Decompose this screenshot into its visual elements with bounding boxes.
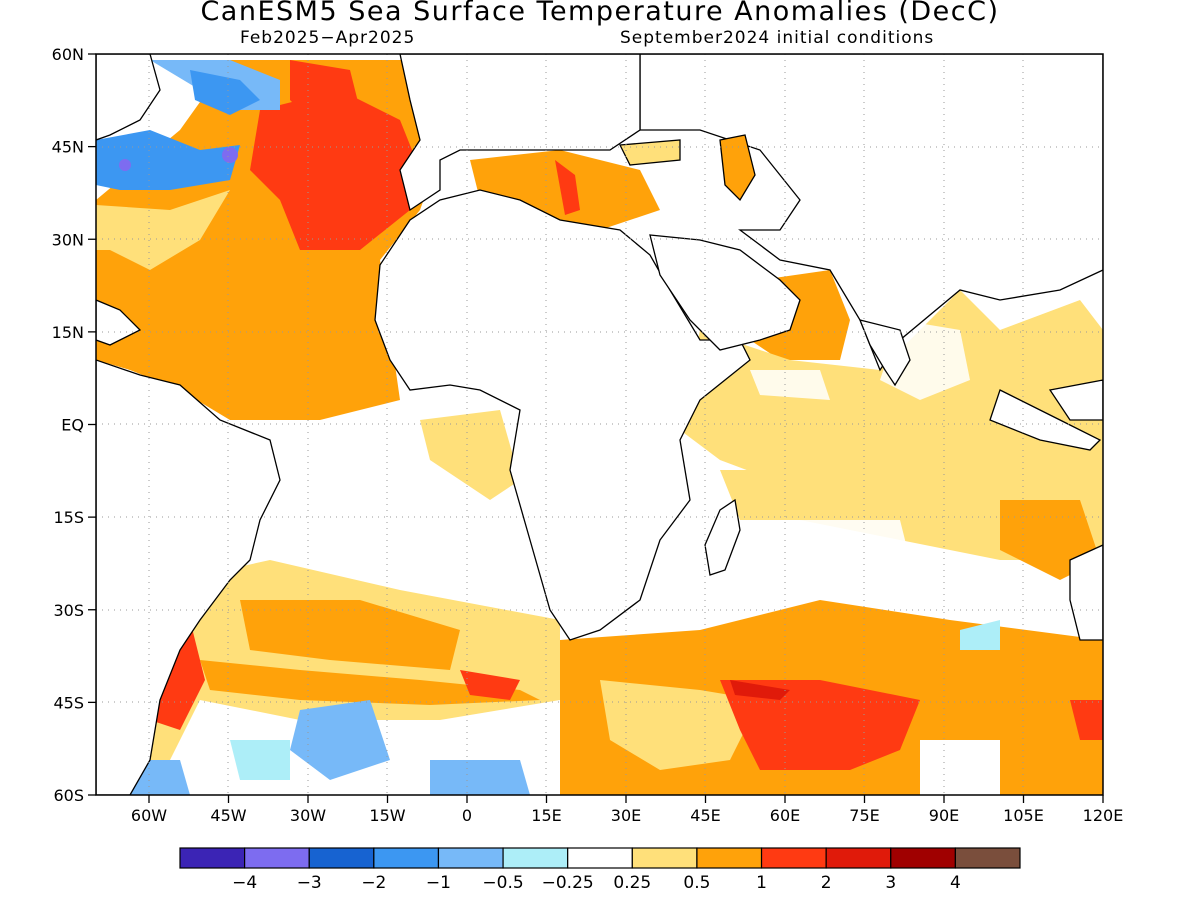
colorbar: −4 −3 −2 −1 −0.5 −0.25 0.25 0.5 1 2 3 4 — [179, 847, 1021, 893]
forecast-period: Feb2025−Apr2025 — [240, 28, 416, 48]
colorbar-swatch — [502, 847, 569, 869]
colorbar-label: 1 — [756, 873, 767, 893]
lat-tick-label: 15S — [53, 508, 84, 527]
colorbar-label: −0.5 — [482, 873, 523, 893]
lat-tick-label: 30N — [52, 230, 84, 249]
lon-tick-label: 45E — [690, 806, 720, 825]
colorbar-label: −0.25 — [542, 873, 594, 893]
colorbar-swatch — [890, 847, 956, 869]
longitude-axis: 60W 45W 30W 15W 0 15E 30E 45E 60E 75E 90E 105E 120E — [131, 795, 1123, 825]
colorbar-swatch — [373, 847, 440, 869]
colorbar-swatch — [825, 847, 892, 869]
lon-tick-label: 30W — [290, 806, 326, 825]
colorbar-label: −3 — [297, 873, 322, 893]
colorbar-swatch — [760, 847, 827, 869]
lat-tick-label: EQ — [61, 416, 84, 435]
lat-tick-label: 60S — [53, 786, 84, 805]
lon-tick-label: 75E — [849, 806, 879, 825]
latitude-axis: 60N 45N 30N 15N EQ 15S 30S 45S 60S — [52, 45, 96, 805]
lat-tick-label: 30S — [53, 601, 84, 620]
colorbar-label: 3 — [885, 873, 896, 893]
map-title: CanESM5 Sea Surface Temperature Anomalie… — [200, 0, 1000, 27]
colorbar-label: −1 — [426, 873, 451, 893]
lon-tick-label: 30E — [611, 806, 641, 825]
colorbar-swatch — [567, 847, 633, 869]
colorbar-swatch — [696, 847, 763, 869]
colorbar-swatch — [437, 847, 504, 869]
colorbar-label: 4 — [950, 873, 961, 893]
lat-tick-label: 15N — [52, 323, 84, 342]
initial-conditions-label: September2024 initial conditions — [620, 28, 935, 48]
land-masses — [96, 54, 1103, 795]
colorbar-label: −4 — [232, 873, 257, 893]
lat-tick-label: 45S — [53, 693, 84, 712]
lon-tick-label: 0 — [462, 806, 472, 825]
lon-tick-label: 15E — [531, 806, 561, 825]
lon-tick-label: 120E — [1083, 806, 1124, 825]
lat-tick-label: 60N — [52, 45, 84, 64]
colorbar-label: 2 — [821, 873, 832, 893]
colorbar-swatch — [954, 847, 1021, 869]
lon-tick-label: 60E — [770, 806, 800, 825]
lon-tick-label: 105E — [1003, 806, 1044, 825]
lat-tick-label: 45N — [52, 138, 84, 157]
lon-tick-label: 45W — [210, 806, 246, 825]
colorbar-label: 0.5 — [683, 873, 710, 893]
colorbar-label: −2 — [361, 873, 386, 893]
colorbar-swatch — [631, 847, 698, 869]
lon-tick-label: 90E — [929, 806, 959, 825]
colorbar-swatch — [179, 847, 246, 869]
lon-tick-label: 60W — [131, 806, 167, 825]
lon-tick-label: 15W — [369, 806, 405, 825]
colorbar-swatch — [244, 847, 310, 869]
colorbar-label: 0.25 — [613, 873, 651, 893]
colorbar-swatch — [308, 847, 375, 869]
